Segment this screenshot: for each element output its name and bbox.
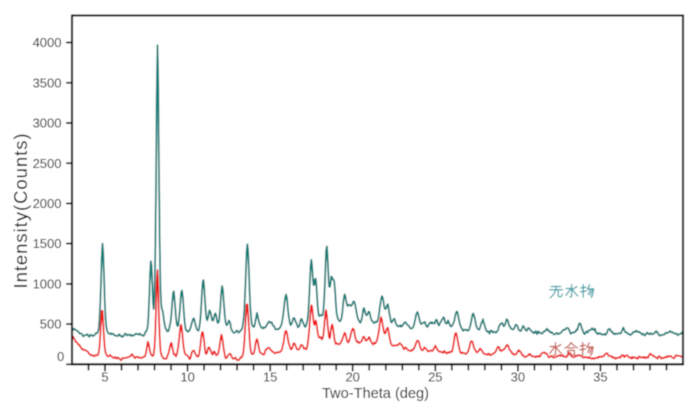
svg-text:0: 0 [57,349,64,364]
svg-text:15: 15 [263,370,277,385]
svg-text:500: 500 [40,317,62,332]
svg-text:Two-Theta (deg): Two-Theta (deg) [322,386,429,402]
svg-text:25: 25 [428,370,442,385]
svg-text:1000: 1000 [33,277,62,292]
svg-text:3500: 3500 [33,75,62,90]
svg-text:35: 35 [593,370,607,385]
svg-text:2500: 2500 [33,156,62,171]
svg-text:10: 10 [180,370,194,385]
svg-text:1500: 1500 [33,236,62,251]
svg-text:30: 30 [511,370,525,385]
svg-text:5: 5 [101,370,108,385]
svg-text:20: 20 [345,370,359,385]
svg-text:2000: 2000 [33,196,62,211]
svg-text:3000: 3000 [33,116,62,131]
svg-text:4000: 4000 [33,35,62,50]
svg-text:Intensity(Counts): Intensity(Counts) [10,133,31,289]
